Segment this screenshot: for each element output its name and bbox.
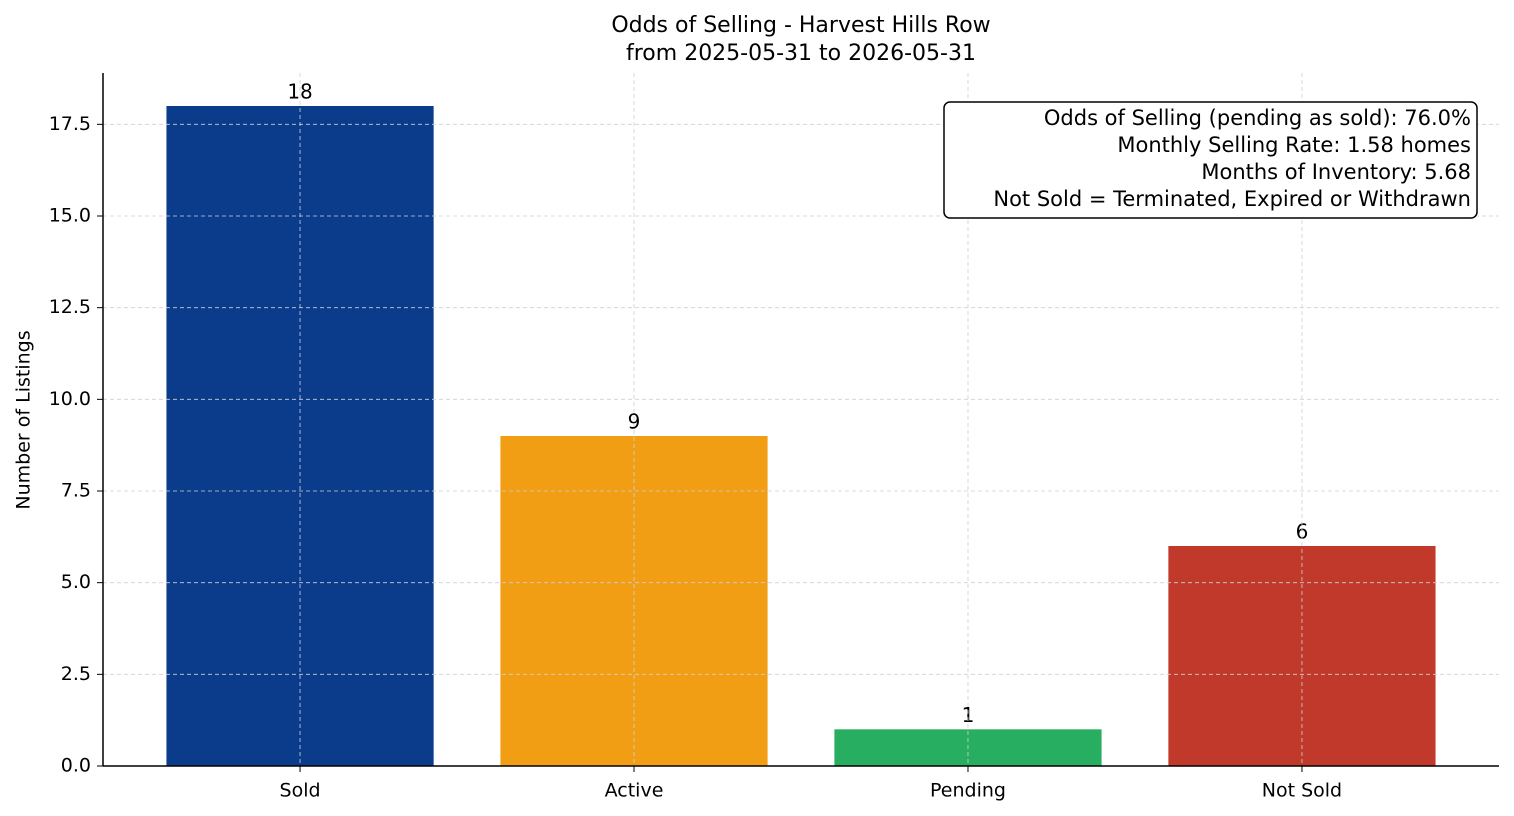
y-axis-label: Number of Listings xyxy=(13,330,35,509)
annotation-line: Odds of Selling (pending as sold): 76.0% xyxy=(1044,106,1471,130)
chart-title: Odds of Selling - Harvest Hills Row xyxy=(611,13,990,38)
annotation-box xyxy=(943,101,1478,219)
chart-subtitle: from 2025-05-31 to 2026-05-31 xyxy=(626,41,976,66)
annotation-line: Months of Inventory: 5.68 xyxy=(1201,160,1471,184)
bar xyxy=(166,106,434,766)
value-label: 9 xyxy=(628,410,641,434)
y-tick-label: 0.0 xyxy=(61,755,91,777)
value-label: 1 xyxy=(962,703,975,727)
y-tick-label: 10.0 xyxy=(49,388,91,410)
x-tick-label: Active xyxy=(605,780,664,802)
x-tick-label: Sold xyxy=(280,780,321,802)
y-tick-label: 12.5 xyxy=(49,296,91,318)
x-tick-label: Pending xyxy=(930,780,1006,802)
y-tick-label: 17.5 xyxy=(49,113,91,135)
y-tick-label: 2.5 xyxy=(61,663,91,685)
y-tick-label: 15.0 xyxy=(49,205,91,227)
y-tick-label: 7.5 xyxy=(61,480,91,502)
x-tick-label: Not Sold xyxy=(1262,780,1342,802)
annotation-line: Not Sold = Terminated, Expired or Withdr… xyxy=(993,187,1471,211)
y-tick-label: 5.0 xyxy=(61,571,91,593)
annotation-line: Monthly Selling Rate: 1.58 homes xyxy=(1117,133,1471,157)
